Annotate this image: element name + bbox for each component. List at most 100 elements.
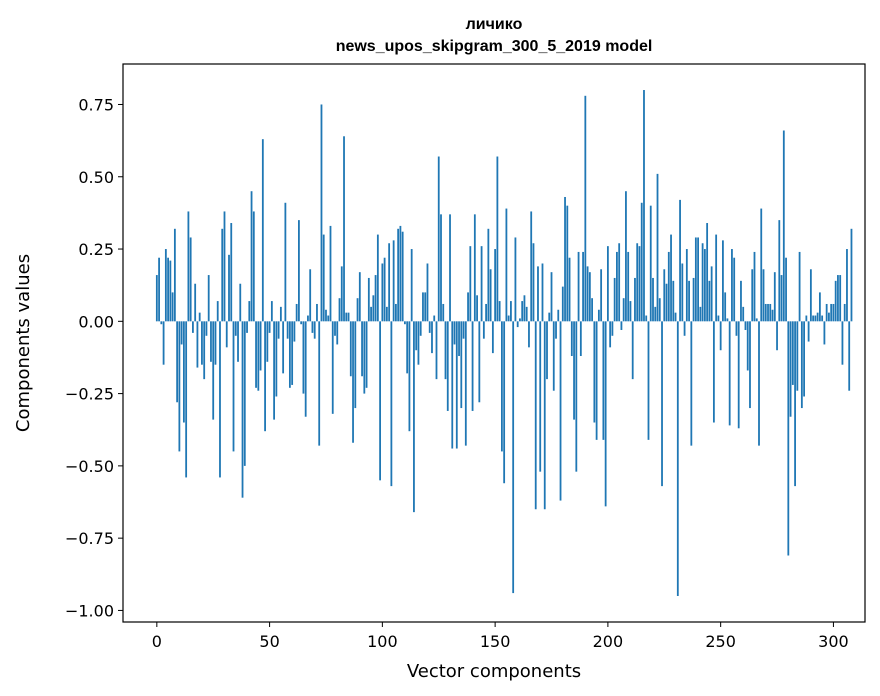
bar-72 (318, 321, 321, 446)
bar-63 (298, 220, 300, 322)
bar-246 (710, 266, 713, 322)
bar-205 (618, 243, 621, 322)
bar-301 (834, 280, 837, 322)
bar-25 (212, 321, 215, 420)
bar-75 (325, 309, 327, 322)
bar-94 (367, 277, 370, 322)
bar-74 (322, 234, 325, 322)
bar-69 (311, 321, 314, 333)
bar-21 (203, 321, 206, 380)
bar-168 (534, 321, 537, 510)
bar-79 (334, 321, 336, 336)
bar-142 (476, 295, 478, 322)
bar-244 (706, 223, 709, 322)
bar-84 (345, 312, 348, 322)
bar-3 (162, 321, 165, 365)
bar-221 (654, 306, 657, 322)
bar-191 (586, 266, 589, 322)
bar-269 (762, 269, 765, 322)
bar-46 (259, 321, 262, 371)
bar-245 (708, 280, 711, 322)
bar-297 (825, 303, 828, 322)
bar-216 (643, 90, 645, 322)
bar-11 (180, 321, 183, 345)
bar-29 (221, 228, 224, 322)
bar-254 (728, 321, 731, 426)
bar-247 (712, 321, 715, 423)
bar-5 (167, 257, 169, 322)
y-tick-label-3: −0.25 (65, 385, 114, 404)
y-tick-label-5: 0.25 (78, 240, 114, 259)
bar-122 (431, 321, 433, 354)
bar-187 (577, 251, 580, 322)
bar-250 (719, 321, 722, 351)
bar-222 (656, 173, 659, 322)
bar-226 (665, 283, 668, 322)
bar-194 (593, 321, 596, 423)
bar-256 (733, 257, 736, 322)
bar-203 (613, 277, 616, 322)
bar-32 (228, 254, 230, 322)
y-axis: −1.00 −0.75 −0.50 −0.25 0.00 0.25 0.50 0.75 (65, 95, 123, 620)
bar-48 (264, 321, 266, 432)
bar-73 (320, 104, 323, 322)
bar-188 (579, 321, 582, 357)
bar-15 (189, 237, 192, 322)
bar-183 (568, 257, 571, 322)
bar-210 (629, 301, 632, 322)
bar-33 (230, 223, 233, 322)
bar-281 (789, 321, 792, 417)
bar-76 (327, 315, 330, 322)
bar-36 (237, 321, 239, 362)
bar-204 (616, 251, 618, 322)
bar-196 (597, 309, 600, 322)
bar-307 (848, 321, 851, 391)
y-axis-label: Components values (13, 254, 34, 432)
bar-163 (523, 295, 526, 322)
bar-82 (340, 266, 343, 322)
bar-39 (243, 321, 246, 466)
bar-282 (791, 321, 794, 385)
bar-199 (604, 321, 607, 507)
bar-99 (379, 321, 381, 481)
bar-270 (764, 303, 767, 322)
bar-280 (787, 321, 790, 556)
bar-218 (647, 321, 650, 440)
bar-283 (794, 321, 796, 487)
bar-289 (807, 321, 810, 342)
bar-195 (595, 321, 598, 440)
bar-145 (482, 321, 485, 339)
bar-262 (746, 321, 749, 371)
bar-224 (661, 321, 663, 487)
bar-56 (282, 321, 285, 374)
bar-293 (816, 312, 819, 322)
bar-108 (399, 225, 402, 322)
x-tick-label-300: 300 (818, 632, 849, 651)
bar-18 (196, 321, 199, 368)
bar-146 (485, 303, 487, 322)
bar-237 (690, 321, 693, 446)
x-tick-label-250: 250 (705, 632, 736, 651)
bar-92 (363, 321, 366, 394)
bar-292 (814, 315, 817, 322)
bar-267 (758, 321, 760, 446)
bar-229 (672, 280, 675, 322)
bar-78 (331, 321, 334, 414)
bar-45 (257, 321, 260, 391)
bar-115 (415, 321, 418, 351)
bar-275 (776, 321, 778, 351)
bar-255 (731, 249, 733, 322)
bar-223 (658, 298, 661, 322)
bar-241 (699, 306, 702, 322)
bar-160 (516, 321, 519, 328)
bar-31 (225, 321, 228, 348)
bar-294 (818, 292, 821, 322)
bar-85 (347, 312, 350, 322)
bar-44 (255, 321, 257, 388)
bar-8 (173, 228, 176, 322)
bar-80 (336, 321, 339, 345)
bar-117 (419, 321, 422, 336)
bar-219 (649, 205, 652, 322)
bar-2 (160, 321, 163, 325)
